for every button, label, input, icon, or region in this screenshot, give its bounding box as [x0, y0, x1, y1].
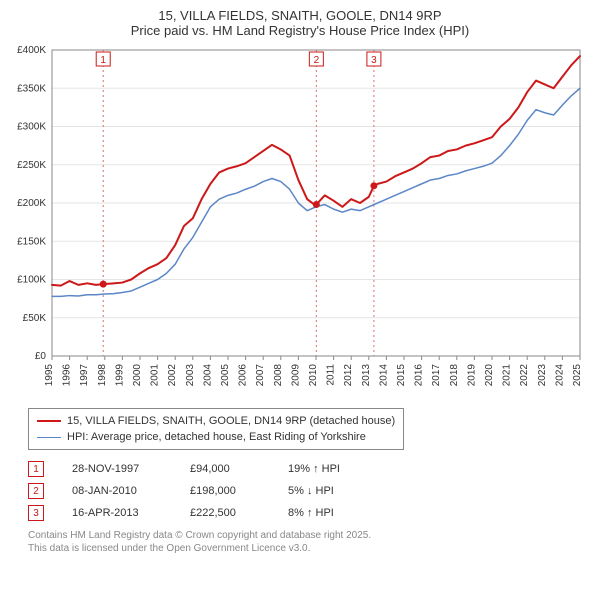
x-tick-label: 2014 — [378, 364, 389, 387]
x-tick-label: 1996 — [62, 364, 73, 387]
y-tick-label: £300K — [17, 122, 46, 133]
x-tick-label: 2008 — [273, 364, 284, 387]
x-tick-label: 2024 — [554, 364, 565, 387]
x-tick-label: 2025 — [572, 364, 583, 387]
x-tick-label: 2012 — [343, 364, 354, 387]
transaction-badge: 1 — [28, 461, 44, 477]
legend-label: HPI: Average price, detached house, East… — [67, 431, 366, 443]
line-chart-svg: £0 £50K £100K £150K £200K £250K £300K £350K £400… — [10, 42, 590, 402]
x-tick-label: 2020 — [484, 364, 495, 387]
x-tick-label: 2015 — [396, 364, 407, 387]
x-tick-label: 2019 — [466, 364, 477, 387]
y-tick-label: £50K — [23, 313, 47, 324]
legend-label: 15, VILLA FIELDS, SNAITH, GOOLE, DN14 9R… — [67, 415, 395, 427]
marker-badge-number: 2 — [314, 55, 320, 66]
transaction-badge: 3 — [28, 505, 44, 521]
marker-dot — [370, 182, 377, 189]
x-tick-label: 2006 — [238, 364, 249, 387]
transaction-row: 3 16-APR-2013 £222,500 8% ↑ HPI — [28, 502, 590, 524]
transaction-delta: 19% ↑ HPI — [288, 463, 368, 475]
marker-badge-number: 1 — [100, 55, 106, 66]
x-tick-label: 2013 — [361, 364, 372, 387]
title-block: 15, VILLA FIELDS, SNAITH, GOOLE, DN14 9R… — [10, 8, 590, 38]
y-tick-label: £400K — [17, 45, 46, 56]
x-tick-label: 2018 — [449, 364, 460, 387]
x-tick-label: 2005 — [220, 364, 231, 387]
x-tick-label: 2007 — [255, 364, 266, 387]
legend-swatch — [37, 437, 61, 438]
transaction-badge: 2 — [28, 483, 44, 499]
transaction-date: 28-NOV-1997 — [72, 463, 162, 475]
y-tick-label: £150K — [17, 236, 46, 247]
transaction-delta: 5% ↓ HPI — [288, 485, 368, 497]
x-tick-label: 2022 — [519, 364, 530, 387]
transaction-date: 08-JAN-2010 — [72, 485, 162, 497]
figure-container: 15, VILLA FIELDS, SNAITH, GOOLE, DN14 9R… — [0, 0, 600, 590]
x-tick-label: 1999 — [114, 364, 125, 387]
y-tick-label: £0 — [35, 351, 47, 362]
transaction-price: £222,500 — [190, 507, 260, 519]
transaction-price: £198,000 — [190, 485, 260, 497]
y-tick-label: £200K — [17, 198, 46, 209]
y-tick-label: £250K — [17, 160, 46, 171]
transaction-row: 1 28-NOV-1997 £94,000 19% ↑ HPI — [28, 458, 590, 480]
x-tick-label: 2000 — [132, 364, 143, 387]
transaction-date: 16-APR-2013 — [72, 507, 162, 519]
x-tick-label: 2023 — [537, 364, 548, 387]
title-subtitle: Price paid vs. HM Land Registry's House … — [10, 23, 590, 38]
y-tick-label: £350K — [17, 83, 46, 94]
footer-line2: This data is licensed under the Open Gov… — [28, 543, 590, 556]
x-tick-label: 2011 — [326, 364, 337, 386]
legend-row: 15, VILLA FIELDS, SNAITH, GOOLE, DN14 9R… — [37, 413, 395, 429]
x-tick-label: 1997 — [79, 364, 90, 387]
legend-swatch — [37, 420, 61, 422]
marker-badge-number: 3 — [371, 55, 377, 66]
y-tick-label: £100K — [17, 275, 46, 286]
marker-dot — [100, 281, 107, 288]
x-tick-label: 2010 — [308, 364, 319, 387]
legend-row: HPI: Average price, detached house, East… — [37, 429, 395, 445]
x-tick-label: 1998 — [97, 364, 108, 387]
x-tick-label: 2016 — [414, 364, 425, 387]
marker-dot — [313, 201, 320, 208]
x-tick-label: 2003 — [185, 364, 196, 387]
x-tick-label: 2021 — [502, 364, 513, 387]
transactions-table: 1 28-NOV-1997 £94,000 19% ↑ HPI 2 08-JAN-2010… — [28, 458, 590, 524]
transaction-price: £94,000 — [190, 463, 260, 475]
chart-area: £0 £50K £100K £150K £200K £250K £300K £350K £400… — [10, 42, 590, 402]
footer-line1: Contains HM Land Registry data © Crown c… — [28, 530, 590, 543]
attribution-footer: Contains HM Land Registry data © Crown c… — [28, 530, 590, 555]
transaction-delta: 8% ↑ HPI — [288, 507, 368, 519]
legend-box: 15, VILLA FIELDS, SNAITH, GOOLE, DN14 9R… — [28, 408, 404, 450]
transaction-row: 2 08-JAN-2010 £198,000 5% ↓ HPI — [28, 480, 590, 502]
x-tick-label: 2004 — [202, 364, 213, 387]
x-tick-label: 2002 — [167, 364, 178, 387]
x-tick-label: 2001 — [150, 364, 161, 387]
x-tick-label: 2017 — [431, 364, 442, 387]
title-address: 15, VILLA FIELDS, SNAITH, GOOLE, DN14 9R… — [10, 8, 590, 23]
x-tick-label: 2009 — [290, 364, 301, 387]
x-tick-label: 1995 — [44, 364, 55, 387]
